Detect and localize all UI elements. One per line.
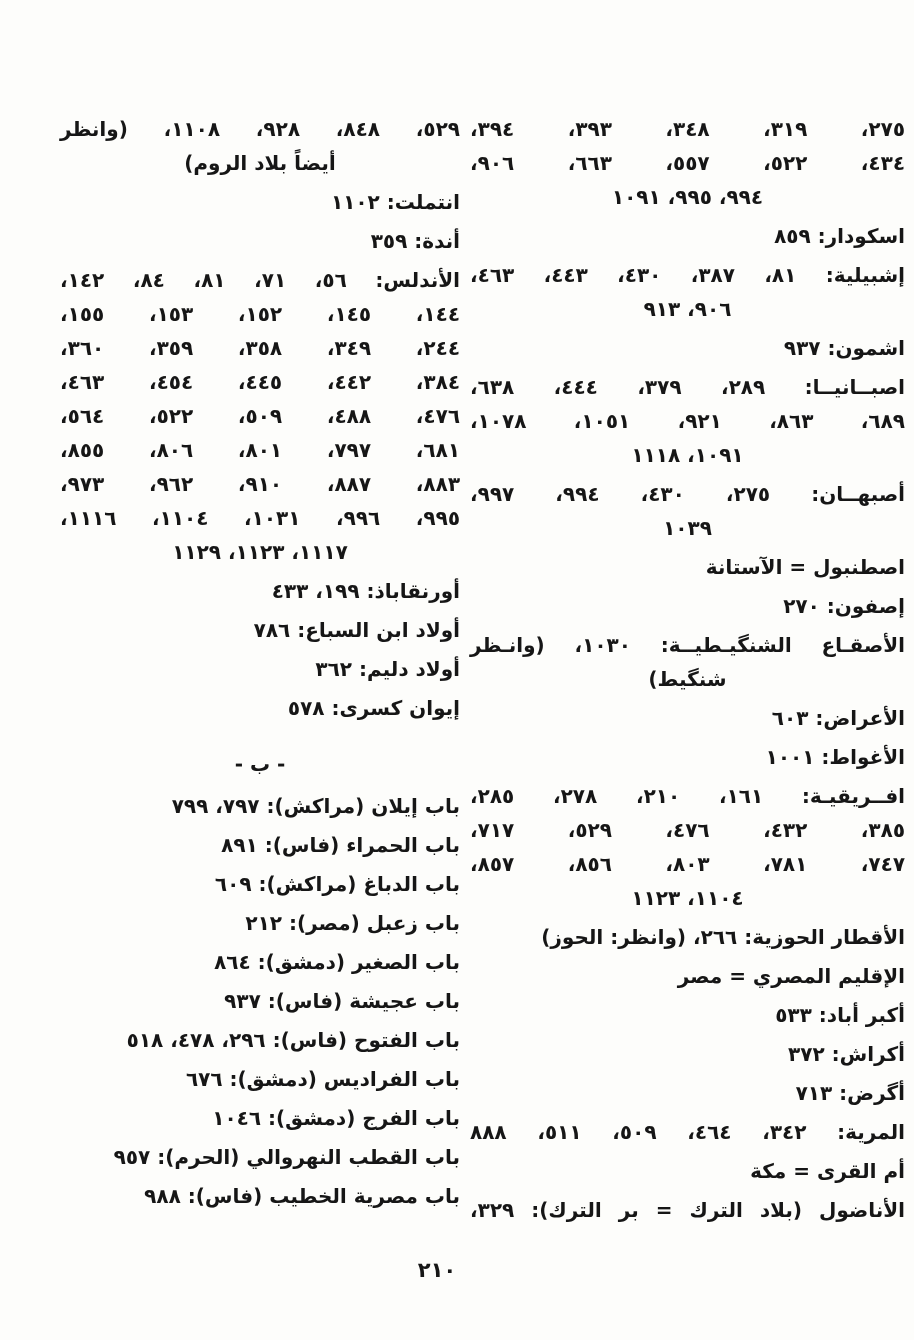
index-entry-line: باب زعبل (مصر): ٢١٢ [245, 911, 460, 935]
index-entry-line: ٤٧٦، ٤٨٨، ٥٠٩، ٥٢٢، ٥٦٤، [60, 404, 461, 428]
index-entry-line: ٧٤٧، ٧٨١، ٨٠٣، ٨٥٦، ٨٥٧، [470, 852, 906, 876]
index-entry-line: المرية: ٣٤٢، ٤٦٤، ٥٠٩، ٥١١، ٨٨٨ [470, 1120, 906, 1144]
index-entry-line: الأغواط: ١٠٠١ [765, 745, 905, 769]
index-entry-line: إشبيلية: ٨١، ٣٨٧، ٤٣٠، ٤٤٣، ٤٦٣، [470, 263, 906, 287]
index-entry-line: افــريقيـة: ١٦١، ٢١٠، ٢٧٨، ٢٨٥، [470, 784, 906, 808]
index-entry-line: باب الفرج (دمشق): ١٠٤٦ [212, 1106, 460, 1130]
index-entry-line: باب إيلان (مراكش): ٧٩٧، ٧٩٩ [171, 794, 460, 818]
index-entry-line: الأناضول (بلاد الترك = بر الترك): ٣٢٩، [470, 1198, 905, 1222]
index-entry-line: ١٠٣٩ [663, 516, 712, 540]
index-entry-line: ٢٤٤، ٣٤٩، ٣٥٨، ٣٥٩، ٣٦٠، [60, 336, 461, 360]
index-entry-line: باب الحمراء (فاس): ٨٩١ [221, 833, 460, 857]
index-entry-line: الأصقـاع الشنگيـطيــة: ١٠٣٠، (وانـظر [470, 633, 905, 657]
index-entry-line: ٣٨٥، ٤٣٢، ٤٧٦، ٥٢٩، ٧١٧، [470, 818, 906, 842]
index-entry-line: أكراش: ٣٧٢ [788, 1042, 905, 1066]
index-entry-line: باب الفتوح (فاس): ٢٩٦، ٤٧٨، ٥١٨ [126, 1028, 460, 1052]
index-entry-line: ٨٨٣، ٨٨٧، ٩١٠، ٩٦٢، ٩٧٣، [60, 472, 461, 496]
index-entry-line: ٦٨١، ٧٩٧، ٨٠١، ٨٠٦، ٨٥٥، [60, 438, 461, 462]
index-entry-line: أصبهــان: ٢٧٥، ٤٣٠، ٩٩٤، ٩٩٧، [470, 482, 905, 506]
index-entry-line: ٦٨٩، ٨٦٣، ٩٢١، ١٠٥١، ١٠٧٨، [470, 409, 906, 433]
index-entry-line: الإقليم المصري = مصر [677, 964, 905, 988]
index-column-right: ٢٧٥، ٣١٩، ٣٤٨، ٣٩٣، ٣٩٤، ٤٣٤، ٥٢٢، ٥٥٧، ٦… [470, 112, 905, 1227]
index-entry-line: أولاد دليم: ٣٦٢ [315, 657, 460, 681]
index-entry-line: اصطنبول = الآستانة [705, 555, 905, 579]
index-entry-line: أورنقاباذ: ١٩٩، ٤٣٣ [271, 579, 460, 603]
index-entry-line: ٢٧٥، ٣١٩، ٣٤٨، ٣٩٣، ٣٩٤، [470, 117, 906, 141]
index-entry-line: أگرض: ٧١٣ [795, 1081, 905, 1105]
index-columns: ٢٧٥، ٣١٩، ٣٤٨، ٣٩٣، ٣٩٤، ٤٣٤، ٥٢٢، ٥٥٧، ٦… [55, 112, 905, 1227]
index-entry-line: ٩٠٦، ٩١٣ [643, 297, 732, 321]
index-entry-line: اشمون: ٩٣٧ [783, 336, 905, 360]
page-number: ٢١٠ [417, 1258, 457, 1282]
section-header-ba: - ب - [234, 752, 286, 776]
index-entry-line: أيضاً بلاد الروم) [184, 151, 336, 175]
index-entry-line: باب مصرية الخطيب (فاس): ٩٨٨ [144, 1184, 460, 1208]
index-entry-line: إصفون: ٢٧٠ [783, 594, 905, 618]
index-entry-line: باب الدباغ (مراكش): ٦٠٩ [214, 872, 460, 896]
index-entry-line: ٩٩٤، ٩٩٥، ١٠٩١ [611, 185, 764, 209]
index-entry-line: باب عجيشة (فاس): ٩٣٧ [224, 989, 460, 1013]
index-entry-line: ٤٣٤، ٥٢٢، ٥٥٧، ٦٦٣، ٩٠٦، [470, 151, 906, 175]
index-entry-line: الأندلس: ٥٦، ٧١، ٨١، ٨٤، ١٤٢، [60, 268, 461, 292]
index-entry-line: شنگيط) [648, 667, 727, 691]
index-entry-line: انتملت: ١١٠٢ [330, 190, 460, 214]
index-entry-line: الأقطار الحوزية: ٢٦٦، (وانظر: الحوز) [541, 925, 905, 949]
index-entry-line: اسكودار: ٨٥٩ [774, 224, 905, 248]
index-entry-line: أندة: ٣٥٩ [370, 229, 460, 253]
index-entry-line: ١١٠٤، ١١٢٣ [631, 886, 744, 910]
index-entry-line: ١٠٩١، ١١١٨ [631, 443, 744, 467]
index-entry-line: ٣٨٤، ٤٤٢، ٤٤٥، ٤٥٤، ٤٦٣، [60, 370, 461, 394]
index-column-left: ٥٢٩، ٨٤٨، ٩٢٨، ١١٠٨، (وانظر أيضاً بلاد ال… [60, 112, 460, 1213]
index-entry-line: ٩٩٥، ٩٩٦، ١٠٣١، ١١٠٤، ١١١٦، [60, 506, 461, 530]
index-entry-line: ٥٢٩، ٨٤٨، ٩٢٨، ١١٠٨، (وانظر [60, 117, 460, 141]
index-entry-line: اصبــانيــا: ٢٨٩، ٣٧٩، ٤٤٤، ٦٣٨، [470, 375, 906, 399]
index-entry-line: إيوان كسرى: ٥٧٨ [287, 696, 460, 720]
index-entry-line: ١١١٧، ١١٢٣، ١١٢٩ [172, 540, 348, 564]
index-entry-line: ١٤٤، ١٤٥، ١٥٢، ١٥٣، ١٥٥، [60, 302, 461, 326]
index-entry-line: أم القرى = مكة [750, 1159, 905, 1183]
index-entry-line: باب القطب النهروالي (الحرم): ٩٥٧ [113, 1145, 460, 1169]
index-entry-line: باب الصغير (دمشق): ٨٦٤ [214, 950, 460, 974]
index-entry-line: أولاد ابن السباع: ٧٨٦ [253, 618, 460, 642]
index-entry-line: باب الفراديس (دمشق): ٦٧٦ [185, 1067, 460, 1091]
index-entry-line: الأعراض: ٦٠٣ [771, 706, 905, 730]
index-entry-line: أكبر أباد: ٥٣٣ [775, 1003, 905, 1027]
